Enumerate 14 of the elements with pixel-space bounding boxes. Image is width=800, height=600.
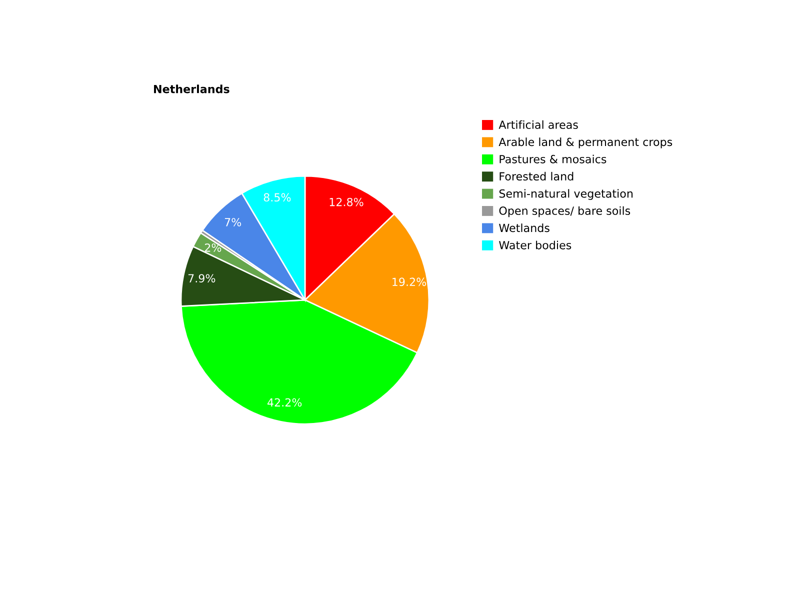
legend-label: Semi-natural vegetation	[499, 189, 633, 200]
chart-title: Netherlands	[154, 84, 230, 94]
legend-label: Artificial areas	[498, 120, 578, 129]
legend-label: Open spaces/ bare soils	[499, 206, 630, 218]
data-label: 8.5%	[264, 193, 291, 202]
data-label: 19.2%	[392, 278, 426, 286]
legend-label: Forested land	[500, 172, 574, 181]
legend-label: Pastures & mosaics	[500, 154, 606, 164]
legend-label: Arable land & permanent crops	[498, 138, 672, 148]
data-label: 7%	[224, 218, 242, 226]
legend-label: Wetlands	[499, 224, 550, 232]
data-label: 42.2%	[267, 398, 302, 407]
data-label: 12.8%	[330, 198, 364, 206]
legend-label: Water bodies	[499, 240, 572, 250]
